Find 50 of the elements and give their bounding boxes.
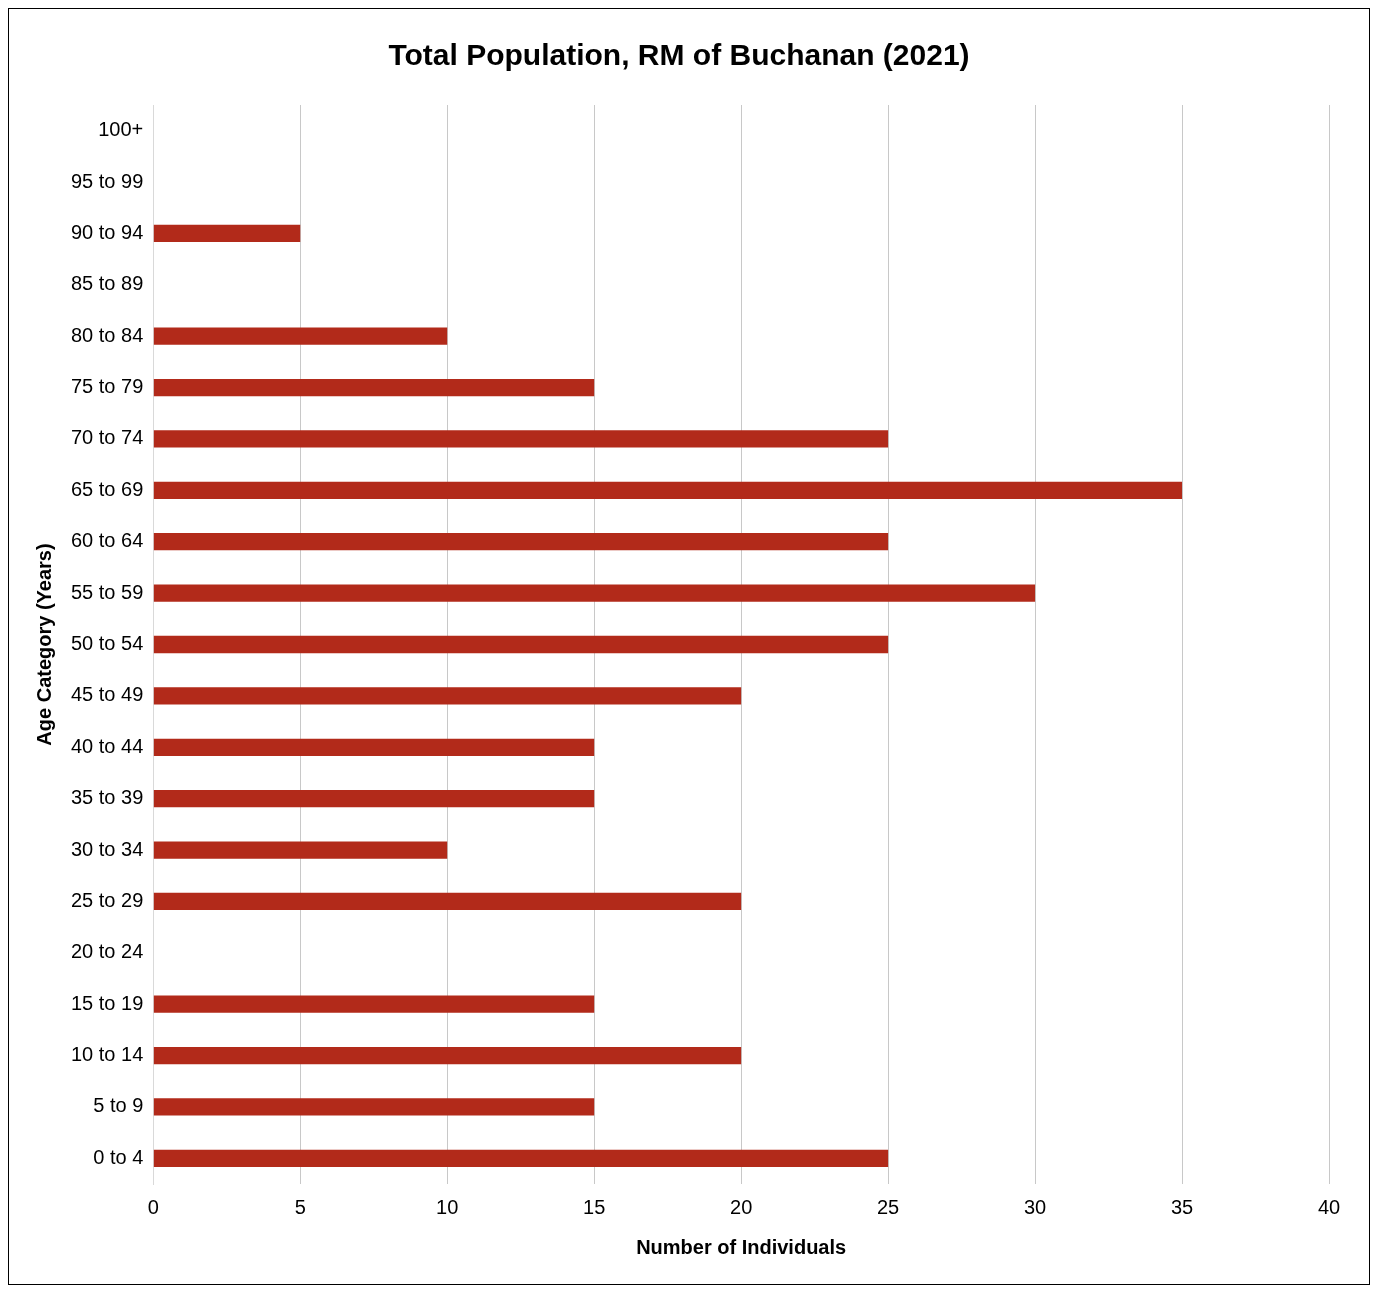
y-tick-label: 50 to 54 bbox=[70, 632, 144, 655]
bar bbox=[153, 378, 595, 397]
bar bbox=[153, 430, 889, 448]
bar bbox=[153, 533, 889, 551]
y-tick-label: 40 to 44 bbox=[70, 734, 144, 757]
y-tick-label: 65 to 69 bbox=[70, 477, 144, 500]
y-tick-label: 80 to 84 bbox=[70, 323, 144, 346]
x-tick-label: 10 bbox=[436, 1195, 459, 1218]
bar bbox=[153, 481, 1183, 499]
x-tick-label: 25 bbox=[876, 1195, 900, 1218]
bar bbox=[153, 687, 742, 705]
y-tick-label: 70 to 74 bbox=[70, 426, 144, 449]
bar bbox=[153, 841, 448, 859]
y-tick-label: 100+ bbox=[98, 118, 144, 141]
x-tick-label: 5 bbox=[294, 1195, 306, 1218]
y-tick-label: 10 to 14 bbox=[70, 1043, 144, 1066]
bar bbox=[153, 1098, 595, 1116]
y-tick-label: 55 to 59 bbox=[70, 580, 144, 603]
bar bbox=[153, 327, 448, 345]
y-tick-label: 0 to 4 bbox=[93, 1145, 144, 1168]
x-tick-label: 40 bbox=[1317, 1195, 1341, 1218]
bar bbox=[153, 738, 595, 756]
chart-title: Total Population, RM of Buchanan (2021) bbox=[388, 38, 970, 72]
bar bbox=[153, 1149, 889, 1167]
y-tick-label: 90 to 94 bbox=[70, 220, 144, 243]
x-tick-label: 0 bbox=[147, 1195, 159, 1218]
bar bbox=[153, 224, 301, 243]
bar bbox=[153, 584, 1036, 602]
x-tick-label: 15 bbox=[583, 1195, 606, 1218]
y-tick-label: 25 to 29 bbox=[70, 888, 144, 911]
x-tick-label: 30 bbox=[1023, 1195, 1047, 1218]
bar bbox=[153, 995, 595, 1013]
x-tick-label: 35 bbox=[1170, 1195, 1194, 1218]
y-tick-label: 5 to 9 bbox=[93, 1094, 144, 1117]
y-tick-label: 95 to 99 bbox=[70, 169, 144, 192]
y-tick-label: 60 to 64 bbox=[70, 529, 144, 552]
y-tick-label: 15 to 19 bbox=[70, 991, 144, 1014]
x-tick-label: 20 bbox=[730, 1195, 753, 1218]
bar bbox=[153, 790, 595, 808]
y-tick-label: 75 to 79 bbox=[70, 375, 144, 398]
y-tick-label: 20 to 24 bbox=[70, 940, 144, 963]
y-tick-label: 45 to 49 bbox=[70, 683, 144, 706]
bar bbox=[153, 1046, 742, 1065]
y-tick-label: 85 to 89 bbox=[70, 272, 144, 295]
bar bbox=[153, 892, 742, 911]
y-axis-title: Age Category (Years) bbox=[32, 543, 55, 746]
y-tick-label: 35 to 39 bbox=[70, 786, 144, 809]
bar bbox=[153, 635, 889, 654]
y-tick-label: 30 to 34 bbox=[70, 837, 144, 860]
x-axis-title: Number of Individuals bbox=[636, 1235, 847, 1258]
